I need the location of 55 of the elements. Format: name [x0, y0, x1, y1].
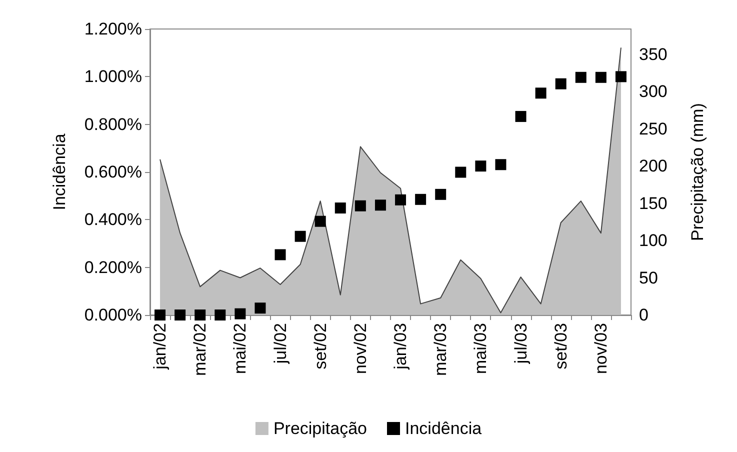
point	[435, 188, 446, 200]
y2-tick-label: 350	[639, 44, 668, 64]
y2-tick-label: 50	[639, 268, 658, 288]
point	[254, 302, 266, 314]
x-tick-label: mar/02	[190, 323, 210, 376]
point	[314, 216, 326, 227]
point	[455, 166, 466, 178]
x-tick-label: set/02	[310, 323, 330, 370]
x-tick-label: mai/03	[471, 323, 490, 374]
legend-label: Incidência	[405, 419, 482, 438]
y2-tick-label: 200	[639, 156, 668, 176]
point	[174, 310, 186, 320]
x-tick-label: jul/02	[270, 323, 290, 365]
y-tick-label: 0.000%	[84, 306, 142, 324]
y2-tick-label: 0	[639, 306, 648, 324]
point	[615, 71, 626, 82]
point	[475, 160, 486, 172]
x-tick-label: jul/03	[511, 323, 530, 365]
point	[555, 78, 566, 90]
point	[274, 249, 286, 260]
y2-tick-label: 300	[639, 82, 668, 102]
y2-axis-title: Precipitação (mm)	[688, 103, 707, 241]
y2-tick-label: 100	[639, 231, 668, 250]
point	[334, 202, 346, 214]
point	[595, 72, 606, 83]
y2-tick-label: 250	[639, 119, 668, 138]
point	[294, 230, 306, 242]
y-tick-label: 0.400%	[84, 210, 142, 230]
point	[515, 110, 526, 122]
point	[194, 310, 206, 320]
point	[575, 72, 586, 83]
x-tick-label: mai/02	[230, 323, 250, 374]
x-tick-label: jan/03	[391, 323, 410, 370]
point	[154, 310, 166, 320]
point	[374, 200, 386, 211]
y-tick-label: 1.000%	[84, 67, 142, 86]
y-tick-label: 0.800%	[84, 114, 142, 134]
y2-tick-label: 150	[639, 194, 668, 213]
point	[214, 310, 226, 320]
x-tick-label: mar/03	[431, 323, 450, 376]
y-axis-title: Incidência	[50, 133, 69, 210]
x-tick-label: nov/02	[350, 323, 370, 374]
point	[354, 200, 366, 212]
point	[535, 88, 546, 99]
point	[495, 159, 506, 170]
y-tick-label: 1.200%	[84, 20, 142, 38]
x-tick-label: jan/02	[150, 323, 170, 370]
point	[415, 194, 426, 205]
x-tick-label: nov/03	[591, 323, 610, 374]
point	[234, 308, 246, 320]
x-tick-label: set/03	[551, 323, 570, 370]
legend-label: Precipitação	[273, 419, 368, 438]
y-tick-label: 0.200%	[84, 258, 142, 277]
y-tick-label: 0.600%	[84, 162, 142, 182]
point	[395, 194, 406, 206]
